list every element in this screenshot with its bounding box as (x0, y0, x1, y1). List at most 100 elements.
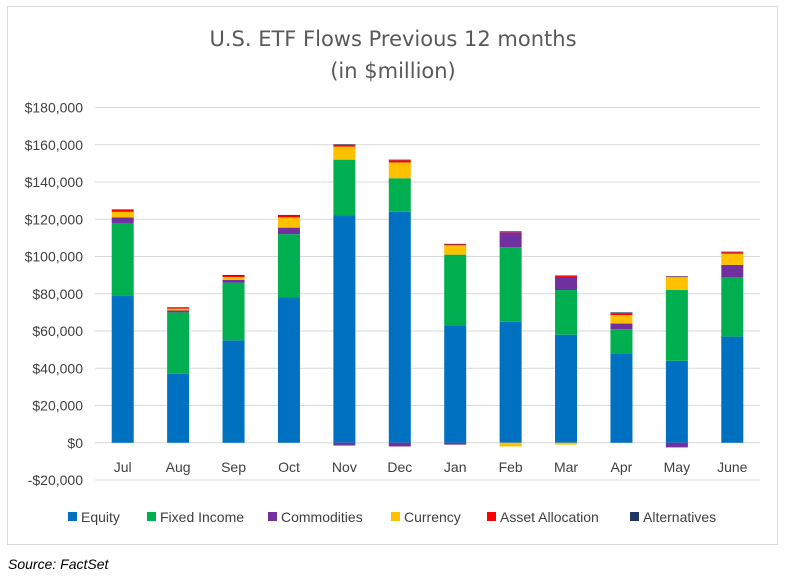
bar-segment (333, 144, 356, 147)
bar-segment (610, 313, 633, 316)
bar-segment (721, 253, 744, 265)
bar-segment (444, 244, 467, 246)
chart-title: U.S. ETF Flows Previous 12 months (209, 27, 576, 51)
y-tick-label: $60,000 (32, 323, 83, 339)
x-tick-label: Aug (166, 459, 191, 475)
chart-subtitle: (in $million) (330, 59, 456, 83)
bar-segment (444, 325, 467, 443)
bars (111, 144, 744, 448)
bar-segment (499, 231, 522, 233)
legend-label: Alternatives (643, 509, 716, 525)
bar-segment (555, 334, 578, 443)
bar-segment (388, 160, 411, 163)
gridlines (95, 107, 760, 481)
bar-segment (555, 442, 578, 445)
bar-segment (665, 360, 688, 443)
bar-segment (333, 215, 356, 443)
y-tick-label: $120,000 (25, 211, 84, 227)
bar-segment (111, 211, 134, 218)
x-tick-label: Jul (114, 459, 132, 475)
x-tick-label: Oct (278, 459, 300, 475)
y-tick-label: -$20,000 (28, 472, 83, 488)
x-tick-label: Jan (444, 459, 467, 475)
bar-segment (111, 295, 134, 443)
bar-segment (167, 310, 190, 313)
bar-segment (555, 290, 578, 335)
legend-label: Asset Allocation (500, 509, 599, 525)
bar-segment (610, 315, 633, 324)
bar-segment (167, 373, 190, 443)
legend-swatch (147, 512, 156, 521)
x-tick-label: Feb (499, 459, 523, 475)
bar-segment (277, 217, 300, 228)
bar-segment (610, 353, 633, 443)
bar-segment (167, 307, 190, 308)
bar-segment (665, 290, 688, 361)
x-tick-label: Sep (221, 459, 246, 475)
x-axis: Jul Aug Sep Oct Nov Dec Jan Feb Mar Apr May June (114, 459, 748, 475)
y-tick-label: $160,000 (25, 137, 84, 153)
bar-segment (222, 276, 245, 280)
bar-segment (167, 308, 190, 311)
bar-segment (388, 162, 411, 179)
bar-segment (222, 275, 245, 277)
legend-swatch (391, 512, 400, 521)
bar-segment (222, 340, 245, 443)
bar-segment (721, 276, 744, 337)
bar-segment (665, 276, 688, 277)
bar-segment (167, 312, 190, 374)
y-axis: -$20,000 $0 $20,000 $40,000 $60,000 $80,000 $1… (25, 100, 84, 489)
bar-segment (499, 442, 522, 447)
bar-segment (665, 442, 688, 448)
bar-segment (277, 227, 300, 235)
bar-segment (721, 251, 744, 253)
x-tick-label: May (664, 459, 690, 475)
bar-segment (499, 231, 522, 232)
bar-segment (111, 209, 134, 210)
bar-segment (721, 252, 744, 254)
bar-segment (277, 234, 300, 298)
bar-segment (277, 214, 300, 216)
bar-segment (665, 276, 688, 278)
bar-segment (499, 232, 522, 248)
bar-segment (333, 144, 356, 145)
y-tick-label: $0 (67, 435, 83, 451)
legend: Equity Fixed Income Commodities Currency Ass… (68, 509, 716, 525)
bar-segment (665, 276, 688, 291)
bar-segment (222, 274, 245, 276)
bar-segment (555, 276, 578, 277)
legend-label: Fixed Income (160, 509, 244, 525)
y-tick-label: $100,000 (25, 249, 84, 265)
bar-segment (444, 245, 467, 255)
y-tick-label: $40,000 (32, 360, 83, 376)
bar-segment (388, 178, 411, 212)
bar-segment (333, 159, 356, 216)
x-tick-label: Dec (387, 459, 412, 475)
y-tick-label: $180,000 (25, 100, 84, 116)
bar-segment (111, 222, 134, 296)
bar-segment (610, 329, 633, 354)
legend-label: Currency (404, 509, 461, 525)
legend-swatch (487, 512, 496, 521)
legend-swatch (68, 512, 77, 521)
x-tick-label: Mar (554, 459, 578, 475)
x-tick-label: June (717, 459, 748, 475)
bar-segment (444, 243, 467, 245)
legend-swatch (630, 512, 639, 521)
bar-segment (721, 264, 744, 277)
bar-segment (499, 321, 522, 443)
bar-segment (555, 275, 578, 277)
legend-label: Equity (81, 509, 120, 525)
bar-segment (388, 442, 411, 447)
bar-segment (277, 297, 300, 443)
bar-segment (555, 276, 578, 291)
legend-swatch (268, 512, 277, 521)
bar-segment (610, 312, 633, 314)
bar-segment (388, 211, 411, 443)
bar-segment (277, 215, 300, 218)
bar-segment (721, 336, 744, 443)
y-tick-label: $20,000 (32, 398, 83, 414)
bar-segment (610, 323, 633, 330)
bar-segment (388, 159, 411, 161)
